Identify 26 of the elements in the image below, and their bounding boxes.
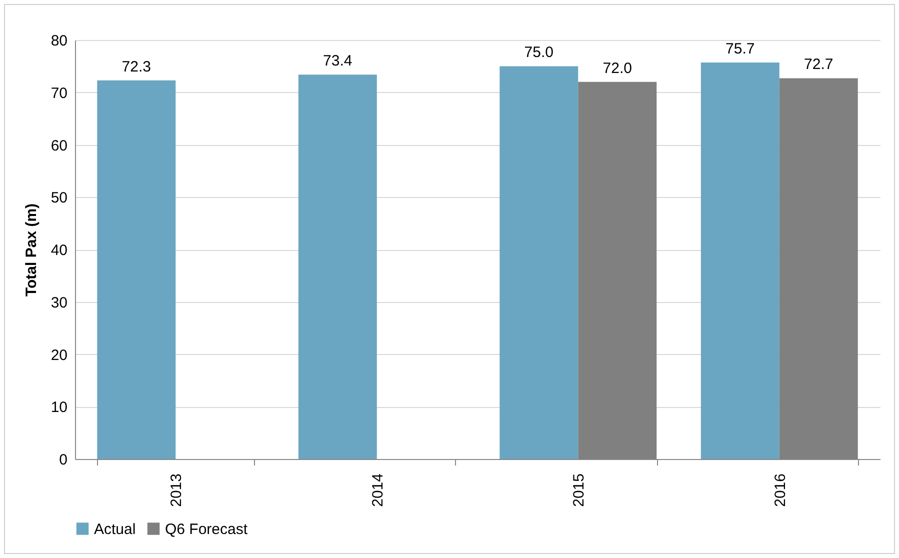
x-tick-label: 2013 (168, 474, 186, 507)
y-tick-label: 30 (50, 294, 68, 312)
data-label: 75.0 (524, 44, 554, 62)
bar (500, 66, 578, 459)
data-label: 72.7 (804, 56, 834, 74)
bar (700, 62, 780, 459)
y-tick-label: 60 (50, 137, 68, 154)
data-label: 72.0 (602, 60, 632, 77)
legend-label: Actual (94, 520, 136, 538)
bar (97, 80, 176, 459)
legend-label: Q6 Forecast (165, 520, 248, 538)
y-tick-label: 50 (50, 190, 68, 207)
y-tick-label: 70 (50, 84, 68, 102)
data-label: 72.3 (122, 58, 151, 76)
bar (298, 74, 377, 459)
y-tick-label: 20 (50, 346, 68, 364)
y-tick-label: 80 (50, 32, 68, 50)
y-tick-label: 0 (59, 452, 68, 468)
data-label: 75.7 (726, 40, 755, 58)
data-label: 73.4 (323, 52, 352, 70)
y-axis-title: Total Pax (m) (22, 203, 40, 297)
x-tick-label: 2016 (772, 474, 789, 507)
y-tick-label: 40 (50, 242, 68, 259)
x-tick-label: 2015 (570, 474, 588, 507)
y-tick-label: 10 (50, 399, 68, 416)
x-tick-label: 2014 (369, 474, 386, 507)
